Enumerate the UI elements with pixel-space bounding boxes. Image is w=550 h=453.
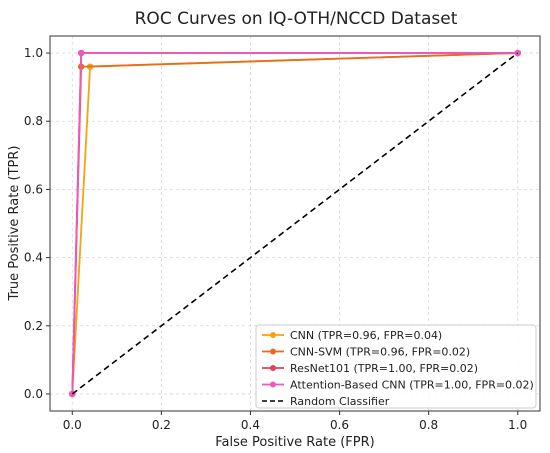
x-tick-label: 0.0 <box>63 418 82 432</box>
legend-label: Attention-Based CNN (TPR=1.00, FPR=0.02) <box>290 379 534 392</box>
series-point <box>77 49 85 57</box>
axes: 0.0 0.2 0.4 0.6 0.8 1.0 0.0 0.2 0.4 0.6 0.8 1.0 <box>24 46 527 432</box>
series-line <box>71 52 519 395</box>
y-axis-label: True Positive Rate (TPR) <box>7 146 22 302</box>
y-tick-label: 0.6 <box>24 182 43 196</box>
plot-frame <box>49 35 541 412</box>
y-tick-label: 0.2 <box>24 319 43 333</box>
y-tick-label: 1.0 <box>24 46 43 60</box>
y-tick-label: 0.0 <box>24 387 43 401</box>
legend-label: Random Classifier <box>290 395 390 408</box>
x-tick-label: 0.6 <box>330 418 349 432</box>
y-tick-label: 0.4 <box>24 251 43 265</box>
legend: CNN (TPR=0.96, FPR=0.04) CNN-SVM (TPR=0.9… <box>255 324 537 409</box>
legend-label: CNN (TPR=0.96, FPR=0.04) <box>290 329 442 342</box>
chart-title: ROC Curves on IQ-OTH/NCCD Dataset <box>135 9 458 29</box>
x-tick-label: 0.4 <box>241 418 260 432</box>
legend-label: ResNet101 (TPR=1.00, FPR=0.02) <box>290 362 478 375</box>
x-axis-label: False Positive Rate (FPR) <box>215 435 374 450</box>
legend-label: CNN-SVM (TPR=0.96, FPR=0.02) <box>290 346 470 359</box>
legend-marker <box>270 365 276 371</box>
series-layer <box>69 49 521 398</box>
legend-box <box>255 324 537 409</box>
x-tick-label: 1.0 <box>508 418 527 432</box>
x-tick-label: 0.2 <box>152 418 171 432</box>
legend-marker <box>270 381 276 388</box>
legend-marker <box>270 332 276 338</box>
y-tick-label: 0.8 <box>24 114 43 128</box>
x-tick-label: 0.8 <box>419 418 438 432</box>
legend-marker <box>270 348 276 355</box>
